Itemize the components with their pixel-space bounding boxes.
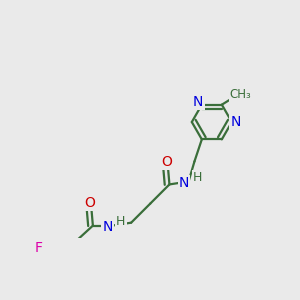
- Text: N: N: [102, 220, 113, 233]
- Text: O: O: [161, 155, 172, 169]
- Text: F: F: [35, 242, 43, 256]
- Text: CH₃: CH₃: [230, 88, 251, 101]
- Text: N: N: [230, 115, 241, 129]
- Text: N: N: [193, 95, 203, 109]
- Text: H: H: [116, 215, 125, 228]
- Text: O: O: [85, 196, 95, 210]
- Text: H: H: [193, 171, 202, 184]
- Text: N: N: [179, 176, 189, 190]
